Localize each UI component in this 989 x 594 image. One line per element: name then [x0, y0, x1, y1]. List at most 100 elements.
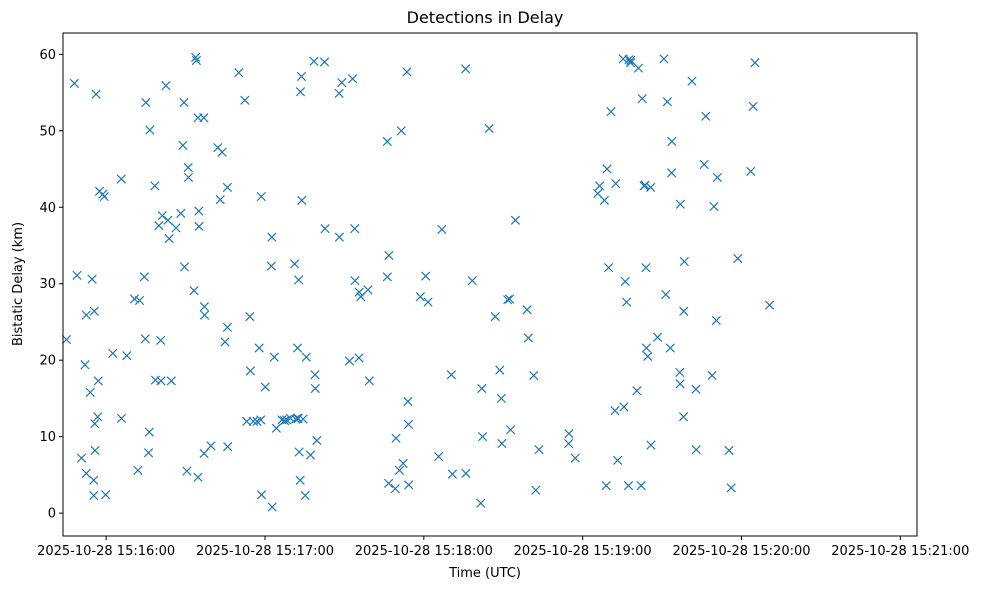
data-point	[220, 337, 230, 347]
data-point	[347, 74, 358, 84]
chart-title: Detections in Delay	[407, 8, 564, 27]
x-tick-label: 2025-10-28 15:19:00	[514, 544, 652, 559]
data-point	[223, 441, 233, 452]
data-point	[662, 97, 672, 107]
data-point	[641, 263, 651, 273]
data-point	[260, 382, 270, 392]
data-point	[191, 55, 202, 66]
data-point	[523, 333, 534, 343]
data-point	[423, 297, 433, 307]
data-point	[603, 263, 614, 273]
data-point	[646, 440, 656, 450]
data-point	[116, 413, 127, 423]
x-axis-label: Time (UTC)	[448, 566, 521, 581]
y-tick-label: 20	[39, 354, 56, 369]
data-point	[733, 253, 743, 264]
data-point	[245, 311, 255, 322]
data-point	[699, 159, 709, 170]
data-point	[61, 334, 72, 345]
data-point	[687, 76, 697, 86]
data-point	[709, 201, 719, 212]
data-point	[601, 480, 611, 491]
data-point	[350, 224, 360, 234]
data-point	[99, 191, 109, 202]
x-tick-label: 2025-10-28 15:20:00	[672, 544, 810, 559]
data-point	[163, 215, 173, 225]
data-point	[254, 343, 264, 353]
data-point	[403, 396, 413, 407]
data-point	[659, 54, 669, 64]
data-point	[310, 370, 320, 380]
data-point	[570, 453, 580, 463]
data-point	[610, 406, 620, 416]
data-point	[245, 366, 256, 376]
data-point	[461, 468, 471, 478]
data-point	[193, 472, 203, 482]
data-point	[179, 97, 189, 108]
data-point	[712, 172, 723, 183]
data-point	[154, 220, 164, 231]
x-tick-label: 2025-10-28 15:17:00	[196, 544, 334, 559]
data-point	[156, 335, 166, 345]
data-point	[382, 272, 392, 282]
data-point	[619, 402, 629, 412]
y-tick-label: 0	[48, 507, 56, 522]
data-point	[309, 56, 319, 66]
y-tick-label: 30	[39, 277, 56, 292]
data-point	[679, 256, 689, 267]
data-point	[490, 311, 500, 322]
data-point	[194, 221, 204, 232]
data-point	[310, 383, 320, 394]
data-point	[363, 285, 373, 295]
data-point	[643, 351, 653, 362]
data-point	[764, 300, 775, 310]
data-point	[612, 455, 623, 465]
data-point	[319, 57, 330, 67]
data-point	[242, 416, 252, 427]
data-point	[350, 276, 360, 286]
data-point	[240, 95, 250, 105]
data-point	[495, 365, 505, 375]
data-point	[602, 164, 612, 174]
data-point	[383, 478, 394, 488]
data-point	[477, 383, 487, 394]
data-point	[675, 379, 685, 389]
data-point	[199, 113, 209, 123]
data-point	[295, 475, 305, 485]
data-point	[661, 289, 671, 300]
data-point	[434, 451, 444, 462]
data-point	[143, 448, 154, 458]
data-point	[398, 458, 408, 469]
data-point	[675, 199, 685, 209]
data-point	[179, 262, 190, 272]
data-point	[256, 490, 267, 500]
data-point	[394, 465, 405, 475]
data-point	[606, 107, 616, 117]
data-point	[72, 270, 82, 280]
data-point	[93, 376, 103, 386]
data-point	[467, 276, 477, 286]
data-point	[337, 78, 347, 88]
y-axis-label: Bistatic Delay (km)	[11, 222, 26, 346]
data-point	[750, 58, 760, 68]
data-point	[415, 292, 426, 302]
data-point	[496, 393, 507, 404]
data-point	[497, 438, 507, 449]
data-point	[297, 195, 307, 206]
data-point	[726, 483, 736, 493]
data-point	[667, 136, 677, 147]
data-point	[356, 292, 366, 302]
data-point	[81, 468, 91, 478]
data-point	[334, 88, 344, 98]
data-point	[91, 89, 101, 99]
data-point	[150, 181, 160, 191]
data-point	[222, 182, 233, 193]
data-point	[269, 352, 279, 362]
data-point	[157, 211, 167, 221]
y-tick-label: 10	[39, 430, 56, 445]
data-point	[633, 63, 644, 73]
data-point	[666, 168, 677, 178]
data-point	[156, 376, 166, 386]
data-point	[446, 370, 456, 380]
